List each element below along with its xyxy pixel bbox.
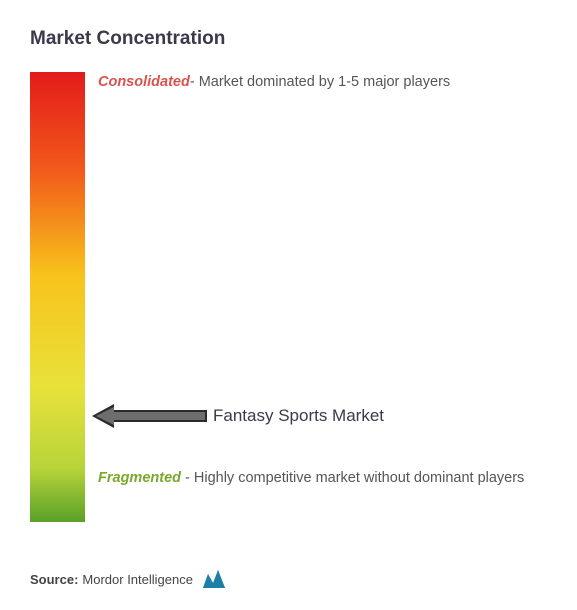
consolidated-label: Consolidated- Market dominated by 1-5 ma… xyxy=(98,72,547,94)
fragmented-label: Fragmented - Highly competitive market w… xyxy=(98,468,547,490)
arrow-left-icon xyxy=(92,403,207,429)
source-name: Mordor Intelligence xyxy=(82,572,193,587)
fragmented-desc: - Highly competitive market without domi… xyxy=(181,470,524,486)
market-name-label: Fantasy Sports Market xyxy=(213,406,384,426)
mordor-logo-icon xyxy=(201,568,229,590)
consolidated-key: Consolidated xyxy=(98,74,190,90)
market-position-marker: Fantasy Sports Market xyxy=(92,403,384,429)
consolidated-desc: - Market dominated by 1-5 major players xyxy=(190,74,450,90)
source-prefix: Source: xyxy=(30,572,78,587)
source-footer: Source: Mordor Intelligence xyxy=(30,568,229,590)
concentration-chart: Consolidated- Market dominated by 1-5 ma… xyxy=(30,72,547,522)
page-title: Market Concentration xyxy=(30,28,547,50)
fragmented-key: Fragmented xyxy=(98,470,181,486)
gradient-scale-bar xyxy=(30,72,85,522)
